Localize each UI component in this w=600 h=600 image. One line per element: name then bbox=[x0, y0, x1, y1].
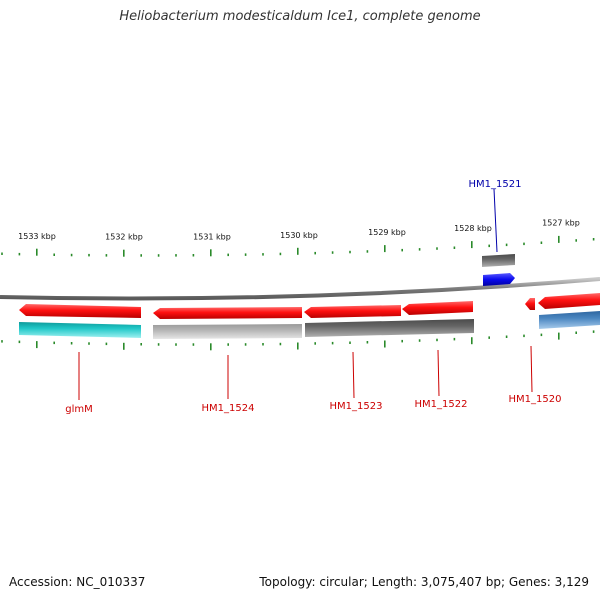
cds-block-hm1-1521 bbox=[482, 254, 515, 267]
gene-label-hm1-1524: HM1_1524 bbox=[202, 403, 255, 414]
ruler-label: 1530 kbp bbox=[280, 231, 318, 240]
ruler-outer-ticks bbox=[1, 235, 595, 257]
ruler-label: 1531 kbp bbox=[193, 232, 231, 241]
cds-block-hm1-1524 bbox=[153, 324, 302, 339]
ruler-label: 1527 kbp bbox=[542, 219, 580, 228]
gene-arrow-hm1-1520-small bbox=[525, 298, 535, 310]
gene-arrow-hm1-1520 bbox=[538, 293, 600, 309]
ruler-label: 1529 kbp bbox=[368, 228, 406, 237]
gene-label-hm1-1522: HM1_1522 bbox=[415, 399, 468, 410]
genome-summary-text: Topology: circular; Length: 3,075,407 bp… bbox=[259, 575, 589, 589]
gene-arrow-glmM bbox=[19, 304, 141, 318]
cds-block-glmM bbox=[19, 322, 141, 338]
genome-title: Heliobacterium modesticaldum Ice1, compl… bbox=[119, 9, 481, 24]
gene-arrow-hm1-1521 bbox=[483, 273, 515, 286]
gene-arrow-hm1-1522 bbox=[402, 301, 473, 315]
genome-backbone bbox=[0, 277, 600, 301]
ruler-label: 1533 kbp bbox=[18, 232, 56, 241]
gene-label-hm1-1520: HM1_1520 bbox=[509, 394, 562, 405]
label-leaders bbox=[78, 188, 533, 400]
gene-arrow-hm1-1524 bbox=[153, 307, 302, 319]
gene-arrow-hm1-1523 bbox=[304, 305, 401, 318]
ruler-labels: 1533 kbp 1532 kbp 1531 kbp 1530 kbp 1529 kbp… bbox=[18, 219, 580, 242]
gene-label-hm1-1521: HM1_1521 bbox=[469, 179, 522, 190]
gene-label-hm1-1523: HM1_1523 bbox=[330, 401, 383, 412]
ruler-inner-ticks bbox=[1, 330, 595, 351]
accession-text: Accession: NC_010337 bbox=[9, 575, 146, 589]
ruler-label: 1528 kbp bbox=[454, 224, 492, 233]
cds-block-hm1-1523-1522 bbox=[305, 319, 474, 337]
gene-label-glmM: glmM bbox=[65, 404, 93, 415]
ruler-label: 1532 kbp bbox=[105, 233, 143, 242]
cds-block-hm1-1520 bbox=[539, 311, 600, 329]
